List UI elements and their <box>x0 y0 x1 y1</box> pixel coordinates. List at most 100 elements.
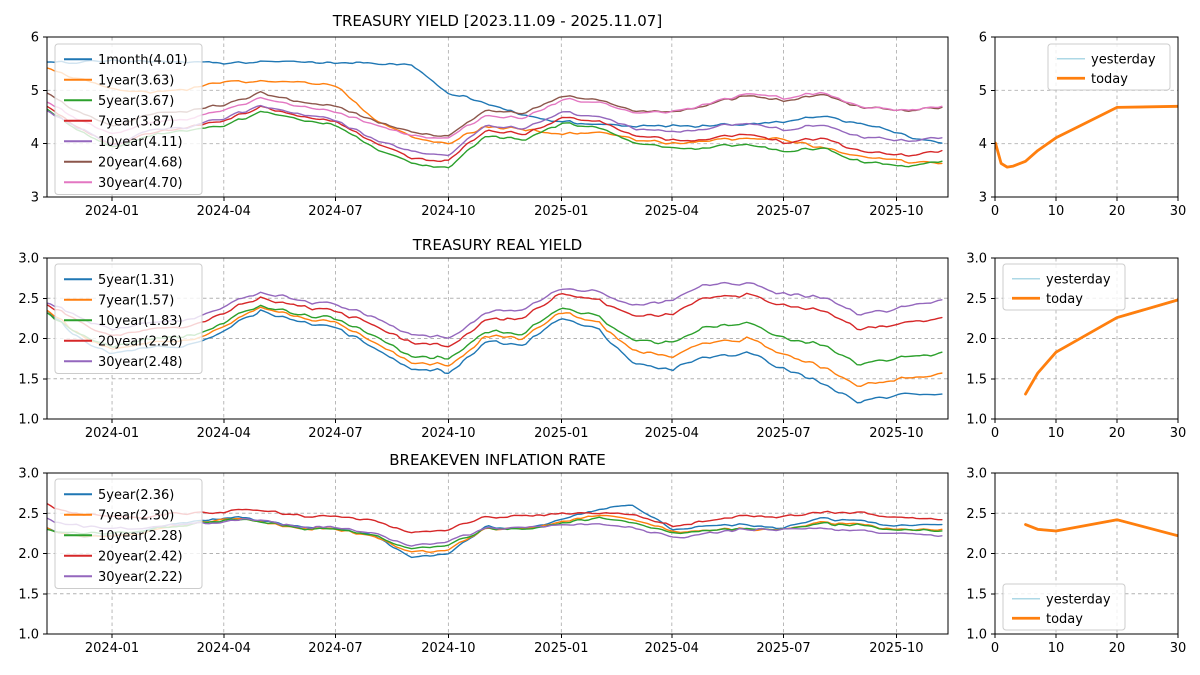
y-tick-label: 1.5 <box>966 587 987 602</box>
legend-label: 7year(3.87) <box>98 114 174 129</box>
x-tick-label: 2024-01 <box>85 426 139 441</box>
x-tick-label: 30 <box>1170 204 1187 219</box>
x-tick-label: 2025-01 <box>534 426 588 441</box>
x-tick-label: 2024-10 <box>421 204 475 219</box>
legend-label: 7year(1.57) <box>98 293 174 308</box>
breakeven-inflation-curve-series <box>1024 518 1178 538</box>
breakeven-inflation-rate-chart: 1.0 1.5 2.0 2.5 3.0 2024-01 2024-04 2024-07 2024… <box>18 467 949 656</box>
y-tick-label: 4 <box>31 137 39 152</box>
x-tick-label: 10 <box>1048 426 1065 441</box>
x-tick-label: 0 <box>991 426 999 441</box>
x-tick-label: 0 <box>991 641 999 656</box>
legend-label: 7year(2.30) <box>98 508 174 523</box>
x-tick-label: 2024-10 <box>421 426 475 441</box>
treasury-yield-curve-chart: 3 4 5 6 0 10 20 30 yesterday today <box>979 31 1187 220</box>
legend-label: 20year(2.42) <box>98 549 183 564</box>
treasury-yield-legend: 1month(4.01) 1year(3.63) 5year(3.67) 7year(… <box>54 43 203 195</box>
breakeven-inflation-title: BREAKEVEN INFLATION RATE <box>389 451 606 469</box>
x-tick-label: 2024-10 <box>421 641 475 656</box>
y-tick-label: 6 <box>31 31 39 46</box>
legend-label: 10year(4.11) <box>98 135 183 150</box>
y-tick-label: 1.0 <box>966 628 987 643</box>
y-tick-label: 2.5 <box>18 507 39 522</box>
x-tick-label: 20 <box>1109 204 1126 219</box>
x-tick-label: 2024-07 <box>308 641 362 656</box>
breakeven-inflation-rate-legend: 5year(2.36) 7year(2.30) 10year(2.28) 20year… <box>54 478 203 589</box>
legend-label: 30year(4.70) <box>98 176 183 191</box>
x-tick-label: 2025-04 <box>645 641 699 656</box>
legend-box <box>54 263 203 374</box>
x-tick-label: 2025-07 <box>756 204 810 219</box>
legend-label: 5year(2.36) <box>98 488 174 503</box>
treasury-yield-curve-series <box>995 104 1178 169</box>
y-tick-label: 3.0 <box>966 467 987 482</box>
y-tick-label: 1.0 <box>18 628 39 643</box>
treasury-real-yield-chart: 1.0 1.5 2.0 2.5 3.0 2024-01 2024-04 2024-07 2024… <box>18 252 949 441</box>
y-tick-label: 2.0 <box>18 547 39 562</box>
y-tick-label: 4 <box>979 137 987 152</box>
y-tick-label: 2.0 <box>18 332 39 347</box>
legend-label: 20year(4.68) <box>98 155 183 170</box>
y-tick-label: 2.5 <box>966 507 987 522</box>
treasury-real-yield-curve-series <box>1024 298 1178 396</box>
x-tick-label: 2025-10 <box>869 426 923 441</box>
treasury-real-yield-curve-legend: yesterday today <box>1002 263 1126 311</box>
breakeven-inflation-curve-legend: yesterday today <box>1002 583 1126 631</box>
legend-label: 5year(3.67) <box>98 94 174 109</box>
series-line-today <box>1024 298 1178 396</box>
y-tick-label: 1.5 <box>18 587 39 602</box>
x-tick-label: 20 <box>1109 426 1126 441</box>
x-tick-label: 20 <box>1109 641 1126 656</box>
y-tick-label: 1.0 <box>966 413 987 428</box>
legend-label: 30year(2.48) <box>98 355 183 370</box>
y-tick-label: 5 <box>979 84 987 99</box>
treasury-yield-chart: 3 4 5 6 2024-01 2024-04 2024-07 2024-10 2025-01 2… <box>31 31 949 219</box>
legend-label: 10year(2.28) <box>98 529 183 544</box>
treasury-yield-title: TREASURY YIELD [2023.11.09 - 2025.11.07] <box>332 12 663 30</box>
legend-label: today <box>1046 612 1083 627</box>
y-tick-label: 1.5 <box>966 372 987 387</box>
legend-label: today <box>1046 292 1083 307</box>
x-tick-label: 10 <box>1048 204 1065 219</box>
legend-label: 10year(1.83) <box>98 314 183 329</box>
series-line-yesterday <box>995 106 1178 168</box>
axes-frame <box>994 36 1179 198</box>
x-tick-label: 2025-10 <box>869 204 923 219</box>
y-tick-label: 1.0 <box>18 413 39 428</box>
legend-label: 5year(1.31) <box>98 273 174 288</box>
y-tick-label: 2.0 <box>966 332 987 347</box>
x-tick-label: 2025-07 <box>756 641 810 656</box>
x-tick-label: 2025-07 <box>756 426 810 441</box>
treasury-real-yield-legend: 5year(1.31) 7year(1.57) 10year(1.83) 20year… <box>54 263 203 374</box>
series-line-today <box>995 104 1178 169</box>
legend-label: 30year(2.22) <box>98 570 183 585</box>
treasury-real-yield-curve-chart: 1.0 1.5 2.0 2.5 3.0 0 10 20 30 yesterday today <box>966 252 1186 442</box>
legend-box <box>54 478 203 589</box>
y-tick-label: 5 <box>31 84 39 99</box>
x-tick-label: 2024-01 <box>85 204 139 219</box>
x-tick-label: 2025-04 <box>645 204 699 219</box>
x-tick-label: 2024-04 <box>197 204 251 219</box>
x-tick-label: 0 <box>991 204 999 219</box>
y-tick-label: 2.5 <box>966 292 987 307</box>
y-tick-label: 3.0 <box>18 252 39 267</box>
x-tick-label: 2024-07 <box>308 426 362 441</box>
x-tick-label: 10 <box>1048 641 1065 656</box>
y-tick-label: 1.5 <box>18 372 39 387</box>
x-tick-label: 2024-04 <box>197 426 251 441</box>
legend-label: yesterday <box>1046 272 1111 287</box>
x-tick-label: 30 <box>1170 641 1187 656</box>
legend-box <box>54 43 203 195</box>
y-tick-label: 3 <box>31 191 39 206</box>
legend-label: 20year(2.26) <box>98 334 183 349</box>
x-tick-label: 2025-10 <box>869 641 923 656</box>
treasury-yield-curve-legend: yesterday today <box>1047 43 1171 91</box>
legend-label: yesterday <box>1091 52 1156 67</box>
axes-frame <box>46 36 949 198</box>
y-tick-label: 3.0 <box>966 252 987 267</box>
y-tick-label: 2.0 <box>966 547 987 562</box>
x-tick-label: 2024-01 <box>85 641 139 656</box>
treasury-real-yield-title: TREASURY REAL YIELD <box>412 236 583 254</box>
x-tick-label: 2025-04 <box>645 426 699 441</box>
x-tick-label: 2024-04 <box>197 641 251 656</box>
